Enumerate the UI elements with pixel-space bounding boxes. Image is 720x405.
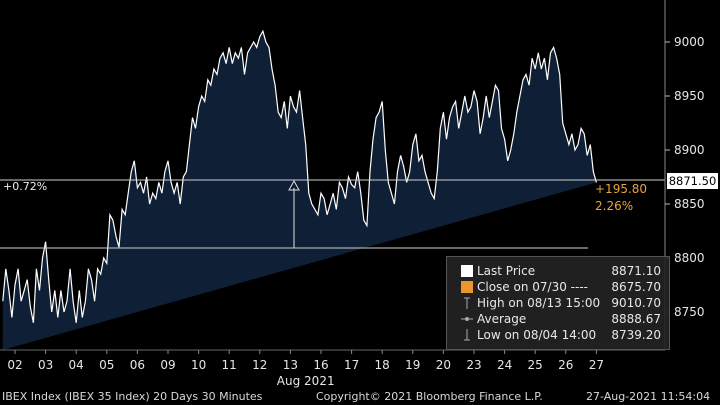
x-tick-label: 06 xyxy=(130,358,145,372)
footer-timestamp: 27-Aug-2021 11:54:04 xyxy=(586,390,711,403)
legend-label: High on 08/13 15:00 xyxy=(477,296,601,310)
y-tick-label: 8750 xyxy=(674,305,705,319)
legend-value: 9010.70 xyxy=(611,296,661,310)
legend-label: Average xyxy=(477,312,527,326)
legend-value: 8675.70 xyxy=(611,280,661,294)
legend-label: Last Price xyxy=(477,264,536,278)
last-price-tag: 8871.50 xyxy=(667,173,718,189)
y-tick-label: 8800 xyxy=(674,251,705,265)
y-tick-label: 8950 xyxy=(674,89,705,103)
x-tick-label: 18 xyxy=(375,358,390,372)
change-percent-label: 2.26% xyxy=(595,199,634,213)
x-tick-label: 27 xyxy=(589,358,604,372)
change-absolute-label: +195.80 xyxy=(595,182,648,196)
legend-value: 8871.10 xyxy=(611,264,661,278)
x-tick-label: 16 xyxy=(313,358,328,372)
x-tick-label: 19 xyxy=(405,358,420,372)
chart-legend: Last Price 8871.10 Close on 07/30 ---- 8… xyxy=(446,256,670,350)
legend-row-average[interactable]: Average 8888.67 xyxy=(453,311,663,327)
x-tick-label: 04 xyxy=(69,358,84,372)
y-tick-label: 8850 xyxy=(674,197,705,211)
footer-security-title: IBEX Index (IBEX 35 Index) 20 Days 30 Mi… xyxy=(2,390,263,403)
x-tick-label: 03 xyxy=(38,358,53,372)
legend-row-last-price[interactable]: Last Price 8871.10 xyxy=(453,263,663,279)
y-tick-label: 9000 xyxy=(674,35,705,49)
axis-layer: 8750 8800 8850 8900 8950 9000 02 03 04 05 06 09 10 11… xyxy=(0,0,705,388)
x-tick-label: 05 xyxy=(99,358,114,372)
legend-row-close[interactable]: Close on 07/30 ---- 8675.70 xyxy=(453,279,663,295)
price-area-layer xyxy=(2,31,597,350)
x-tick-label: 12 xyxy=(252,358,267,372)
x-tick-label: 10 xyxy=(191,358,206,372)
x-month-label: Aug 2021 xyxy=(277,374,335,388)
legend-value: 8739.20 xyxy=(611,328,661,342)
legend-label: Low on 08/04 14:00 xyxy=(477,328,597,342)
footer-copyright: Copyright© 2021 Bloomberg Finance L.P. xyxy=(316,390,543,403)
legend-row-high[interactable]: High on 08/13 15:00 9010.70 xyxy=(453,295,663,311)
price-area xyxy=(2,31,597,350)
percent-change-left-label: +0.72% xyxy=(3,180,48,193)
price-line-layer xyxy=(0,29,665,323)
x-tick-label: 17 xyxy=(344,358,359,372)
x-tick-label: 09 xyxy=(160,358,175,372)
y-tick-label: 8900 xyxy=(674,143,705,157)
high-marker-icon xyxy=(464,297,470,309)
square-orange-icon xyxy=(461,281,473,293)
square-white-icon xyxy=(461,265,473,277)
x-tick-label: 24 xyxy=(497,358,512,372)
legend-value: 8888.67 xyxy=(611,312,661,326)
x-tick-label: 23 xyxy=(466,358,481,372)
x-tick-label: 11 xyxy=(222,358,237,372)
x-tick-label: 26 xyxy=(558,358,573,372)
legend-label: Close on 07/30 ---- xyxy=(477,280,588,294)
legend-row-low[interactable]: Low on 08/04 14:00 8739.20 xyxy=(453,327,663,343)
footer-bar: IBEX Index (IBEX 35 Index) 20 Days 30 Mi… xyxy=(0,388,720,405)
x-tick-label: 20 xyxy=(436,358,451,372)
x-tick-label: 25 xyxy=(528,358,543,372)
x-tick-label: 02 xyxy=(7,358,22,372)
x-tick-label: 13 xyxy=(283,358,298,372)
change-arrow-head xyxy=(288,179,300,191)
average-marker-icon xyxy=(461,317,473,321)
low-marker-icon xyxy=(464,329,470,341)
price-line xyxy=(2,29,597,323)
